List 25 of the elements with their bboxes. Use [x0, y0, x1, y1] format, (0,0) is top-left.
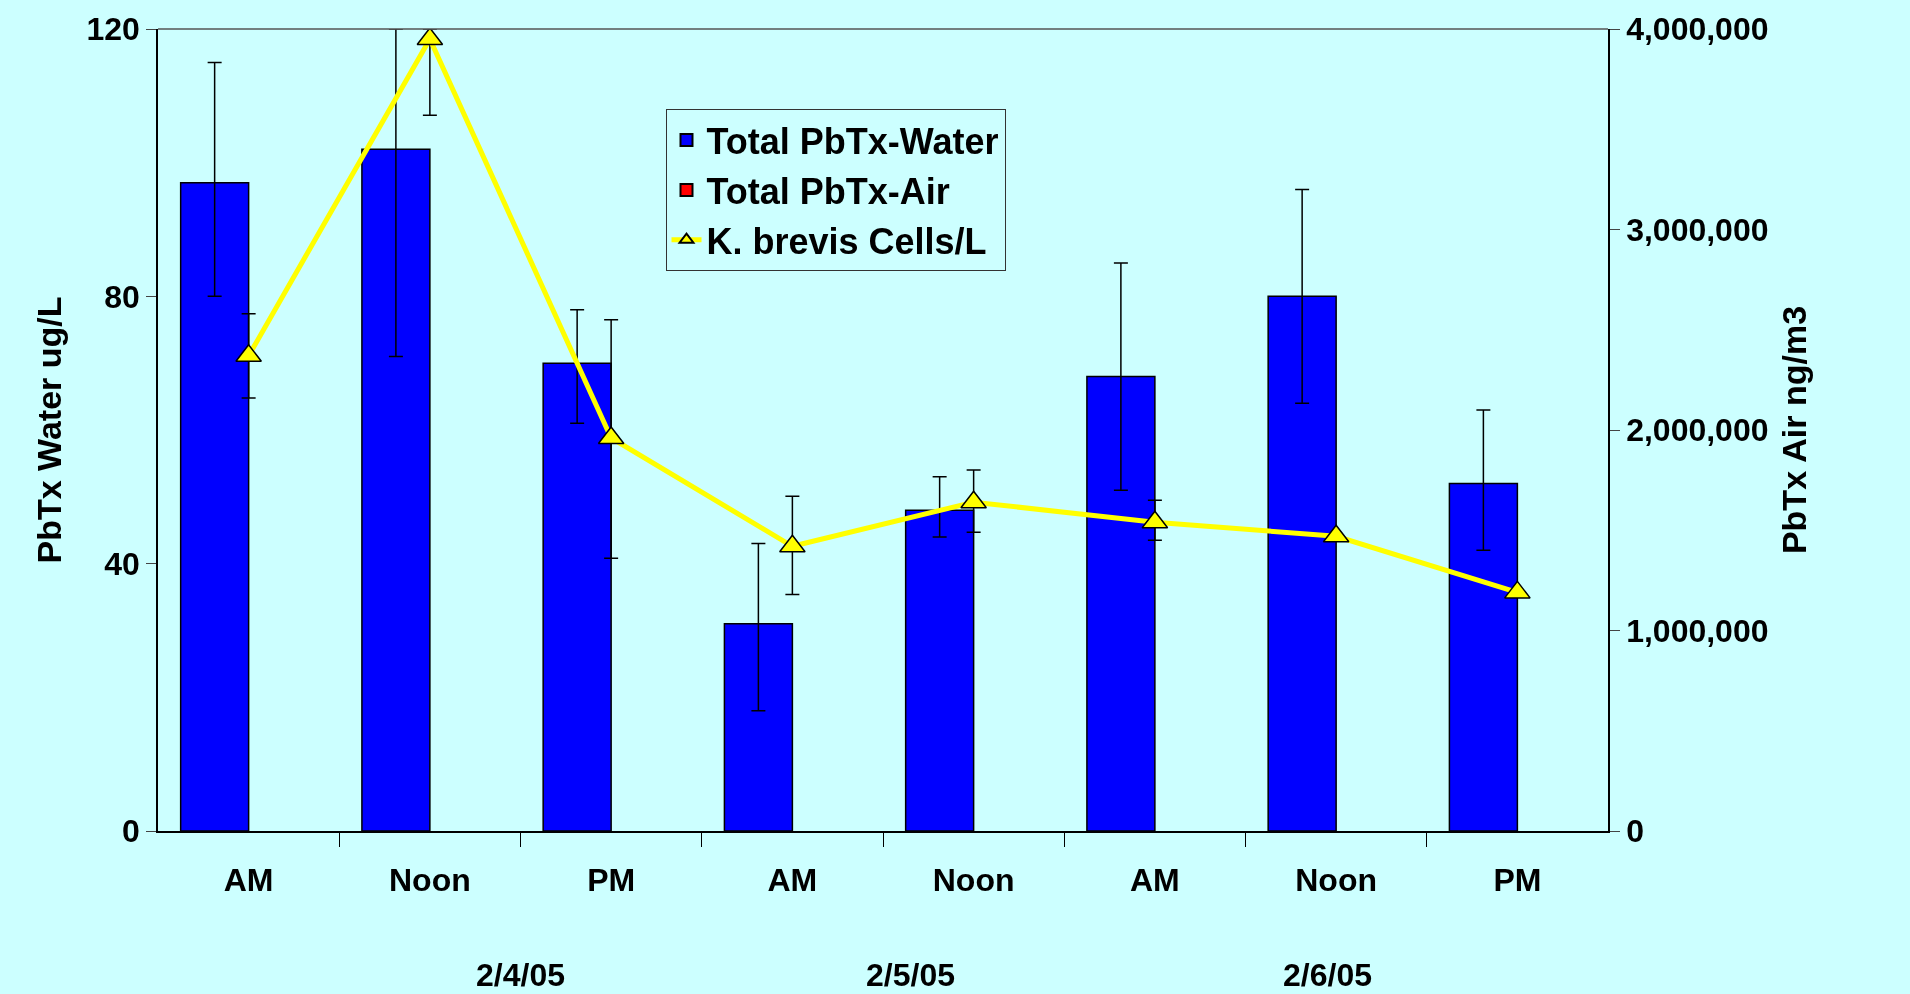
x-tick-label: Noon	[389, 862, 471, 899]
legend-label: Total PbTx-Air	[706, 170, 950, 212]
y-axis-title: PbTx Water ug/L	[29, 296, 68, 564]
y2-tick-label: 1,000,000	[1626, 612, 1769, 649]
y2-tick-label: 2,000,000	[1626, 412, 1769, 449]
y2-tick-label: 3,000,000	[1626, 211, 1769, 248]
y-tick-label: 80	[104, 278, 140, 315]
legend-label: Total PbTx-Water	[706, 121, 999, 163]
x-tick-label: AM	[223, 862, 274, 899]
y-tick-label: 120	[86, 11, 140, 48]
y2-tick-label: 4,000,000	[1626, 11, 1769, 48]
text: 2/4/05	[476, 957, 565, 993]
legend-label: K. brevis Cells/L	[706, 220, 987, 262]
y-tick-label: 40	[104, 545, 140, 582]
x-tick-label: PM	[587, 862, 636, 899]
y2-tick-label: 0	[1626, 813, 1644, 850]
y-tick-label: 0	[122, 813, 140, 850]
x-tick-label: Noon	[932, 862, 1015, 899]
x-tick-label: AM	[767, 862, 818, 899]
text: 2/5/05	[866, 957, 955, 993]
x-tick-label: PM	[1493, 862, 1542, 899]
x-tick-label: AM	[1130, 862, 1180, 899]
x-tick-label: Noon	[1295, 862, 1378, 899]
text: 2/6/05	[1283, 957, 1372, 993]
y2-axis-title: PbTx Air ng/m3	[1775, 305, 1814, 555]
